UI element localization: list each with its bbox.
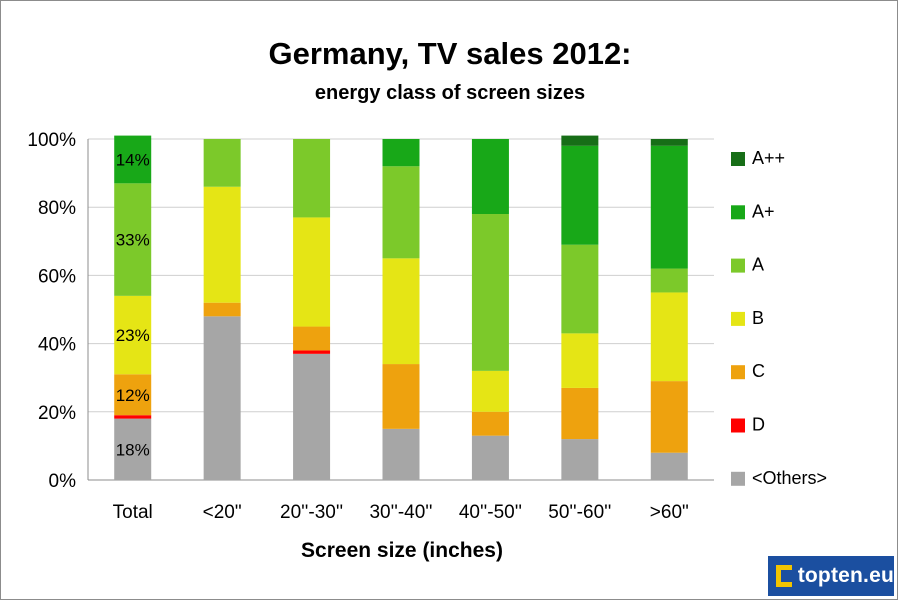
x-axis-ticks: Total <20" 20''-30'' 30''-40'' 40''-50'' 50''… xyxy=(113,502,689,523)
legend: A++ A+ A B C D <Others> xyxy=(731,148,827,488)
x-tick-label: 20''-30'' xyxy=(280,502,343,523)
legend-label: B xyxy=(752,308,764,328)
logo-square-icon xyxy=(776,565,793,587)
legend-label: <Others> xyxy=(752,468,827,488)
bar-segment xyxy=(382,428,420,480)
y-tick-label: 20% xyxy=(38,403,76,424)
bar-segment xyxy=(561,244,599,334)
bar-segment xyxy=(293,326,331,351)
bar-segment xyxy=(203,139,241,187)
y-tick-label: 60% xyxy=(38,266,76,287)
legend-swatch xyxy=(731,258,745,273)
legend-label: D xyxy=(752,415,765,435)
bar-segment xyxy=(471,214,509,371)
bar-segment xyxy=(561,135,599,146)
legend-swatch xyxy=(731,311,745,326)
x-tick-label: 50''-60'' xyxy=(548,502,611,523)
x-tick-label: <20" xyxy=(203,502,242,523)
legend-swatch xyxy=(731,418,745,433)
bar-segment xyxy=(471,139,509,215)
bar-segment xyxy=(561,439,599,480)
bar-segment xyxy=(650,292,688,382)
bar-segment xyxy=(114,374,152,416)
y-tick-label: 0% xyxy=(49,471,77,492)
x-tick-label: 40''-50'' xyxy=(459,502,522,523)
x-tick-label: 30''-40'' xyxy=(369,502,432,523)
data-labels: 18% 12% 23% 33% 14% xyxy=(116,150,150,459)
chart-title: Germany, TV sales 2012: xyxy=(268,36,631,71)
data-label: 14% xyxy=(116,150,150,169)
bar-segment xyxy=(293,139,331,218)
legend-swatch xyxy=(731,205,745,220)
bar-segment xyxy=(114,295,152,375)
bar-segment xyxy=(293,217,331,327)
data-label: 23% xyxy=(116,326,150,345)
bar-segment xyxy=(114,135,152,184)
bar-segment xyxy=(561,333,599,388)
bar-segment xyxy=(471,411,509,436)
bar-segment xyxy=(114,183,152,296)
bar-segment xyxy=(382,166,420,259)
y-axis-ticks: 0% 20% 40% 60% 80% 100% xyxy=(27,130,76,492)
y-tick-label: 100% xyxy=(27,130,76,151)
chart-subtitle: energy class of screen sizes xyxy=(315,82,585,104)
bar-segment xyxy=(293,353,331,480)
topten-logo: topten.eu xyxy=(768,556,894,596)
bar-segment xyxy=(203,186,241,303)
x-tick-label: Total xyxy=(113,502,153,523)
bar-segment xyxy=(471,370,509,412)
legend-swatch xyxy=(731,471,745,486)
bar-segment xyxy=(561,387,599,440)
bar-segment xyxy=(650,268,688,293)
y-tick-label: 80% xyxy=(38,198,76,219)
bar-segment xyxy=(650,381,688,453)
legend-label: A+ xyxy=(752,201,775,221)
bar-segment xyxy=(650,145,688,269)
x-axis-label: Screen size (inches) xyxy=(301,539,503,562)
bar-segment xyxy=(203,302,241,317)
bar-segment xyxy=(650,452,688,480)
data-label: 12% xyxy=(116,386,150,405)
bars xyxy=(114,135,688,480)
legend-swatch xyxy=(731,365,745,380)
bar-segment xyxy=(471,435,509,480)
bar-segment xyxy=(382,139,420,167)
x-tick-label: >60" xyxy=(650,502,689,523)
data-label: 18% xyxy=(116,440,150,459)
legend-swatch xyxy=(731,152,745,166)
bar-segment xyxy=(293,350,331,354)
bar-segment xyxy=(650,139,688,146)
legend-label: C xyxy=(752,361,765,381)
bar-segment xyxy=(114,418,152,480)
bar-segment xyxy=(203,316,241,480)
logo-text: topten.eu xyxy=(797,564,894,587)
bar-segment xyxy=(561,145,599,245)
legend-label: A xyxy=(752,255,764,275)
y-tick-label: 40% xyxy=(38,335,76,356)
bar-segment xyxy=(382,258,420,365)
legend-label: A++ xyxy=(752,148,785,168)
bar-segment xyxy=(382,364,420,429)
data-label: 33% xyxy=(116,231,150,250)
bar-segment xyxy=(114,415,152,419)
